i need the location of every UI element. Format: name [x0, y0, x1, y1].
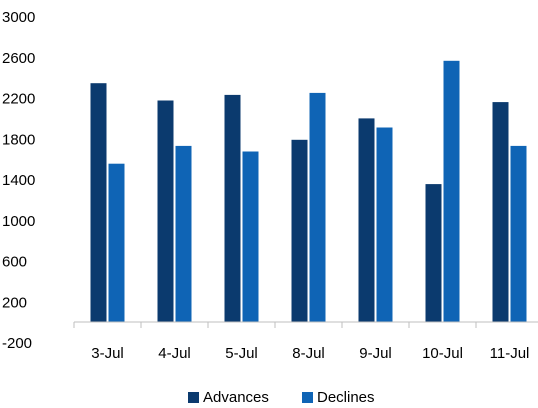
- x-axis-labels: 3-Jul 4-Jul 5-Jul 8-Jul 9-Jul 10-Jul 11-Jul: [91, 345, 529, 362]
- y-tick-label: -200: [2, 335, 32, 352]
- y-tick-label: 2200: [2, 91, 35, 108]
- legend: Advances Declines: [188, 389, 375, 406]
- y-tick-label: 2600: [2, 50, 35, 67]
- y-tick-label: 1800: [2, 131, 35, 148]
- bar-advances-9-jul: [358, 118, 375, 323]
- bar-declines-11-jul: [510, 145, 527, 322]
- y-tick-label: 600: [2, 254, 27, 271]
- legend-swatch-declines: [302, 392, 313, 403]
- bar-declines-3-jul: [108, 163, 125, 322]
- bar-declines-10-jul: [443, 60, 460, 323]
- x-tick-label: 4-Jul: [158, 345, 191, 362]
- bar-advances-4-jul: [157, 100, 174, 322]
- x-tick-label: 10-Jul: [422, 345, 463, 362]
- x-tick-label: 3-Jul: [91, 345, 124, 362]
- bar-declines-8-jul: [309, 92, 326, 323]
- bar-advances-5-jul: [224, 94, 241, 323]
- legend-swatch-advances: [188, 392, 199, 403]
- y-tick-label: 3000: [2, 9, 35, 26]
- bar-advances-8-jul: [291, 139, 308, 322]
- x-tick-label: 5-Jul: [225, 345, 258, 362]
- bar-advances-11-jul: [492, 102, 509, 322]
- bar-declines-4-jul: [175, 145, 192, 322]
- y-tick-label: 1000: [2, 213, 35, 230]
- x-tick-label: 9-Jul: [359, 345, 392, 362]
- y-tick-label: 1400: [2, 172, 35, 189]
- x-tick-label: 11-Jul: [490, 345, 530, 362]
- bar-advances-3-jul: [90, 83, 107, 322]
- bars: [90, 60, 527, 323]
- bar-declines-5-jul: [242, 151, 259, 322]
- y-tick-label: 200: [2, 294, 27, 311]
- x-tick-label: 8-Jul: [292, 345, 325, 362]
- y-axis-labels: -200 200 600 1000 1400 1800 2200 2600 3000: [2, 9, 35, 352]
- bar-declines-9-jul: [376, 127, 393, 322]
- legend-label-declines: Declines: [317, 389, 375, 406]
- legend-label-advances: Advances: [203, 389, 269, 406]
- x-axis-ticks: [73, 322, 477, 328]
- bar-advances-10-jul: [425, 184, 442, 322]
